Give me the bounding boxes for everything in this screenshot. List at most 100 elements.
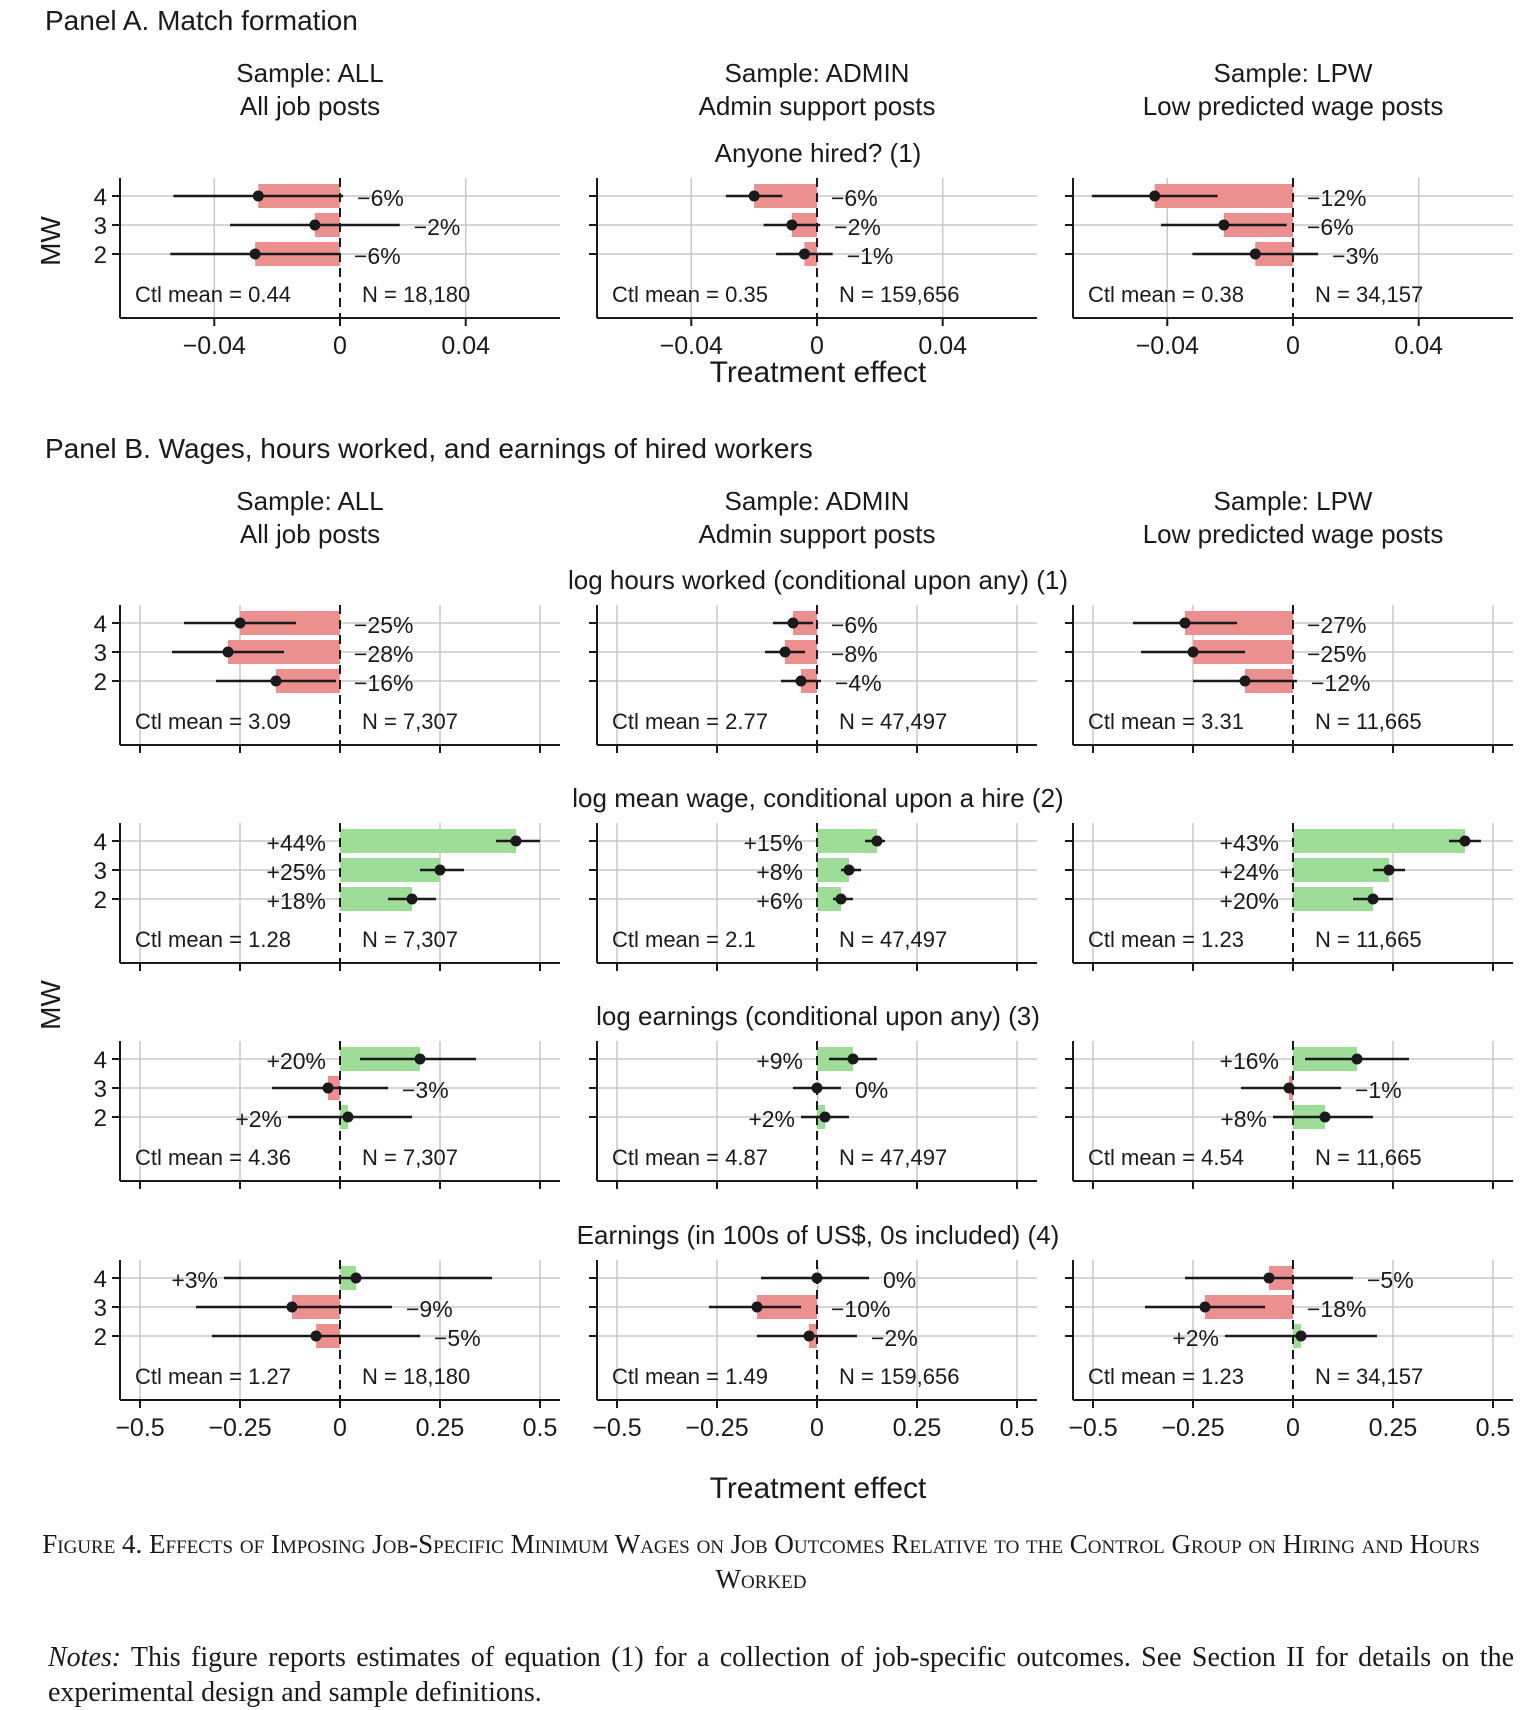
effect-label: +20% [1220, 888, 1279, 914]
y-tick-label: 2 [94, 669, 107, 696]
y-tick-label: 4 [94, 1266, 107, 1293]
x-tick-label: 0 [333, 332, 347, 360]
x-tick-label: −0.5 [592, 1414, 641, 1442]
x-tick-label: −0.04 [1136, 332, 1199, 360]
sample-size-label: N = 11,665 [1315, 709, 1422, 734]
effect-bar [1293, 829, 1465, 853]
point-estimate [1263, 1272, 1275, 1284]
point-estimate [779, 646, 791, 658]
row-title: Anyone hired? (1) [715, 138, 922, 168]
effect-label: −6% [831, 612, 878, 638]
subplot: −6% −2% −1% −0.04 0 0.04 Ctl mean = 0.35 N = 15… [589, 178, 1037, 360]
subplot: −27% −25% −12% Ctl mean = 3.31 N = 11,665 [1065, 605, 1513, 753]
column-header-description: Admin support posts [698, 519, 935, 549]
x-tick-label: −0.25 [208, 1414, 271, 1442]
subplot: +20% −3% +2% 432 Ctl mean = 4.36 N = 7,307 [94, 1041, 560, 1189]
y-tick-label: 3 [94, 1295, 107, 1322]
effect-label: 0% [855, 1077, 888, 1103]
x-tick-label: 0 [1286, 332, 1300, 360]
subplot: −6% −8% −4% Ctl mean = 2.77 N = 47,497 [589, 605, 1037, 753]
column-header-sample: Sample: ALL [236, 58, 383, 88]
point-estimate [1367, 893, 1379, 905]
effect-label: −6% [1307, 214, 1354, 240]
sample-size-label: N = 7,307 [362, 927, 458, 952]
control-mean-label: Ctl mean = 0.35 [612, 282, 768, 307]
effect-label: −1% [847, 243, 894, 269]
x-axis-title: Treatment effect [710, 356, 927, 389]
notes-label: Notes: [48, 1642, 122, 1673]
subplot: +44% +25% +18% 432 Ctl mean = 1.28 N = 7,307 [94, 823, 560, 971]
point-estimate [795, 675, 807, 687]
sample-size-label: N = 47,497 [839, 1145, 947, 1170]
effect-label: −12% [1311, 670, 1370, 696]
sample-size-label: N = 18,180 [362, 282, 470, 307]
row-title: log earnings (conditional upon any) (3) [596, 1001, 1040, 1031]
sample-size-label: N = 47,497 [839, 709, 947, 734]
effect-label: +6% [756, 888, 803, 914]
column-header-sample: Sample: ALL [236, 486, 383, 516]
figure-caption: Figure 4. Effects of Imposing Job-Specif… [42, 1529, 1480, 1594]
y-tick-label: 3 [94, 213, 107, 240]
point-estimate [1239, 675, 1251, 687]
notes-text: This figure reports estimates of equatio… [48, 1642, 1514, 1708]
column-header-sample: Sample: ADMIN [725, 58, 910, 88]
x-tick-label: 0.5 [523, 1414, 558, 1442]
control-mean-label: Ctl mean = 2.1 [612, 927, 756, 952]
effect-label: +43% [1220, 830, 1279, 856]
control-mean-label: Ctl mean = 2.77 [612, 709, 768, 734]
point-estimate [1218, 219, 1230, 231]
point-estimate [270, 675, 282, 687]
x-tick-label: 0.25 [893, 1414, 942, 1442]
point-estimate [751, 1301, 763, 1313]
point-estimate [434, 864, 446, 876]
sample-size-label: N = 159,656 [839, 282, 959, 307]
point-estimate [871, 835, 883, 847]
x-tick-label: 0 [333, 1414, 347, 1442]
subplot: −6% −2% −6% 432 −0.04 0 0.04 Ctl mean = 0.44 N =… [94, 178, 560, 360]
row-title: Earnings (in 100s of US$, 0s included) (… [577, 1220, 1060, 1250]
sample-size-label: N = 159,656 [839, 1364, 959, 1389]
control-mean-label: Ctl mean = 1.27 [135, 1364, 291, 1389]
control-mean-label: Ctl mean = 3.09 [135, 709, 291, 734]
control-mean-label: Ctl mean = 0.38 [1088, 282, 1244, 307]
column-header-description: All job posts [240, 91, 380, 121]
point-estimate [406, 893, 418, 905]
point-estimate [342, 1111, 354, 1123]
sample-size-label: N = 34,157 [1315, 282, 1423, 307]
point-estimate [286, 1301, 298, 1313]
y-axis-label: MW [35, 216, 66, 266]
point-estimate [1179, 617, 1191, 629]
sample-size-label: N = 11,665 [1315, 927, 1422, 952]
y-tick-label: 2 [94, 1105, 107, 1132]
effect-label: −2% [834, 214, 881, 240]
x-tick-label: 0 [810, 332, 824, 360]
sample-size-label: N = 7,307 [362, 1145, 458, 1170]
point-estimate [819, 1111, 831, 1123]
effect-label: +25% [267, 859, 326, 885]
column-header-description: Low predicted wage posts [1143, 91, 1444, 121]
point-estimate [252, 190, 264, 202]
control-mean-label: Ctl mean = 3.31 [1088, 709, 1244, 734]
effect-label: −6% [357, 185, 404, 211]
effect-label: 0% [883, 1267, 916, 1293]
x-tick-label: 0.5 [1000, 1414, 1035, 1442]
y-axis-label: MW [35, 980, 66, 1030]
subplot: +43% +24% +20% Ctl mean = 1.23 N = 11,665 [1065, 823, 1513, 971]
effect-label: −5% [434, 1325, 481, 1351]
effect-label: +2% [235, 1106, 282, 1132]
point-estimate [811, 1082, 823, 1094]
point-estimate [803, 1330, 815, 1342]
effect-label: −25% [354, 612, 413, 638]
effect-label: +8% [1220, 1106, 1267, 1132]
point-estimate [1383, 864, 1395, 876]
point-estimate [234, 617, 246, 629]
y-tick-label: 4 [94, 611, 107, 638]
point-estimate [414, 1053, 426, 1065]
effect-label: −4% [835, 670, 882, 696]
effect-label: +20% [267, 1048, 326, 1074]
x-tick-label: 0.25 [416, 1414, 465, 1442]
point-estimate [748, 190, 760, 202]
point-estimate [222, 646, 234, 658]
subplot: +9% 0% +2% Ctl mean = 4.87 N = 47,497 [589, 1041, 1037, 1189]
point-estimate [847, 1053, 859, 1065]
